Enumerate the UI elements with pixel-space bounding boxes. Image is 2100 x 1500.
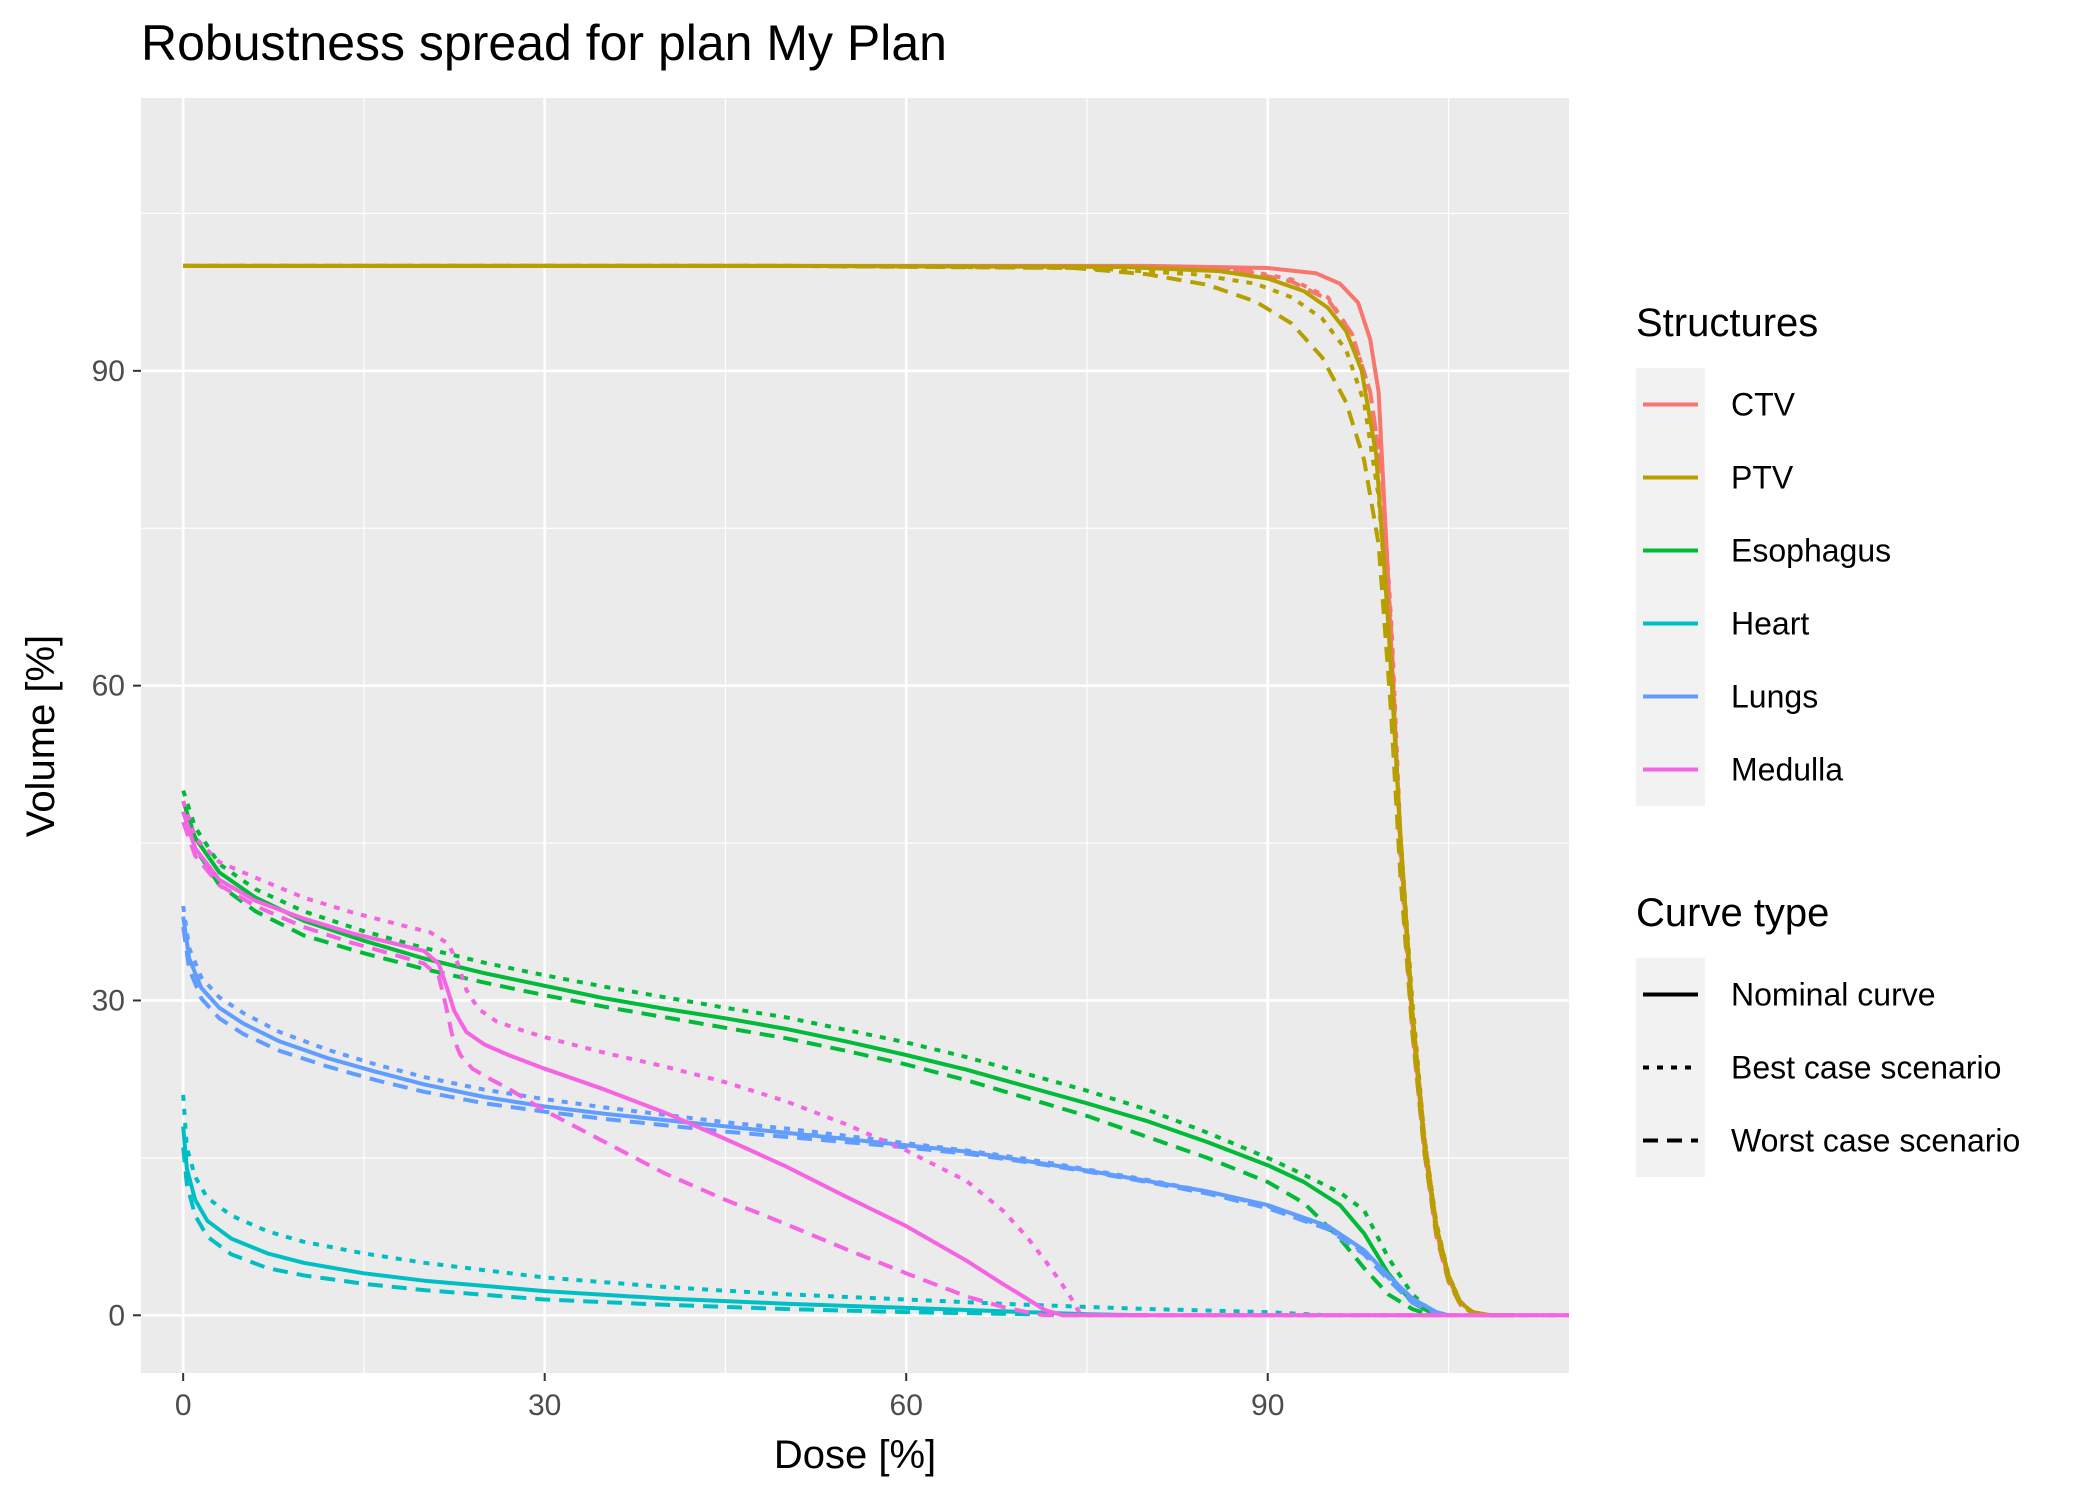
series-medulla-nominal-curve [181,810,1569,1318]
x-axis: 0 30 60 90 [175,1373,1284,1422]
y-axis: 0 30 60 90 [92,355,141,1332]
chart-title: Robustness spread for plan My Plan [141,15,947,71]
y-tick-label: 0 [108,1299,125,1332]
series-medulla-worst-case-scenario [181,821,1569,1318]
y-tick-label: 30 [92,984,125,1017]
series-lungs-nominal-curve [181,916,1450,1318]
structures-legend-title: Structures [1636,301,1818,345]
minor-gridlines [141,98,1569,1373]
series-esophagus-best-case-scenario [181,789,1438,1317]
series-esophagus-nominal-curve [181,800,1438,1318]
legend-label-ptv: PTV [1731,460,1794,496]
y-tick-label: 60 [92,670,125,703]
series-heart-worst-case-scenario [181,1147,1088,1318]
series-medulla-best-case-scenario [181,800,1569,1318]
legend-label-esophagus: Esophagus [1731,533,1891,569]
curve-type-legend-title: Curve type [1636,891,1829,935]
series-lungs-worst-case-scenario [181,926,1449,1318]
plot-panel [141,98,1569,1373]
curve-type-legend: Nominal curve Best case scenario Worst cas… [1636,958,2020,1177]
legend-label-lungs: Lungs [1731,679,1818,715]
x-tick-label: 60 [890,1389,923,1422]
x-tick-label: 30 [528,1389,561,1422]
series-heart-best-case-scenario [181,1094,1329,1318]
legend-label-best-case-scenario: Best case scenario [1731,1050,2001,1086]
structures-legend-key-background [1636,368,1705,806]
legend-label-ctv: CTV [1731,387,1796,423]
x-tick-label: 90 [1251,1389,1284,1422]
series-ptv-worst-case-scenario [183,263,1515,1318]
series-lines [181,263,1569,1318]
x-axis-title: Dose [%] [774,1433,936,1477]
legend-label-worst-case-scenario: Worst case scenario [1731,1123,2020,1159]
series-lungs-best-case-scenario [181,905,1449,1318]
x-tick-label: 0 [175,1389,192,1422]
legend-label-heart: Heart [1731,606,1809,642]
y-axis-title: Volume [%] [19,635,63,837]
legend-label-nominal-curve: Nominal curve [1731,977,1936,1013]
y-tick-label: 90 [92,355,125,388]
structures-legend: CTV PTV Esophagus Heart Lungs Medulla [1636,368,1891,806]
series-heart-nominal-curve [181,1126,1148,1318]
legend-label-medulla: Medulla [1731,752,1843,788]
